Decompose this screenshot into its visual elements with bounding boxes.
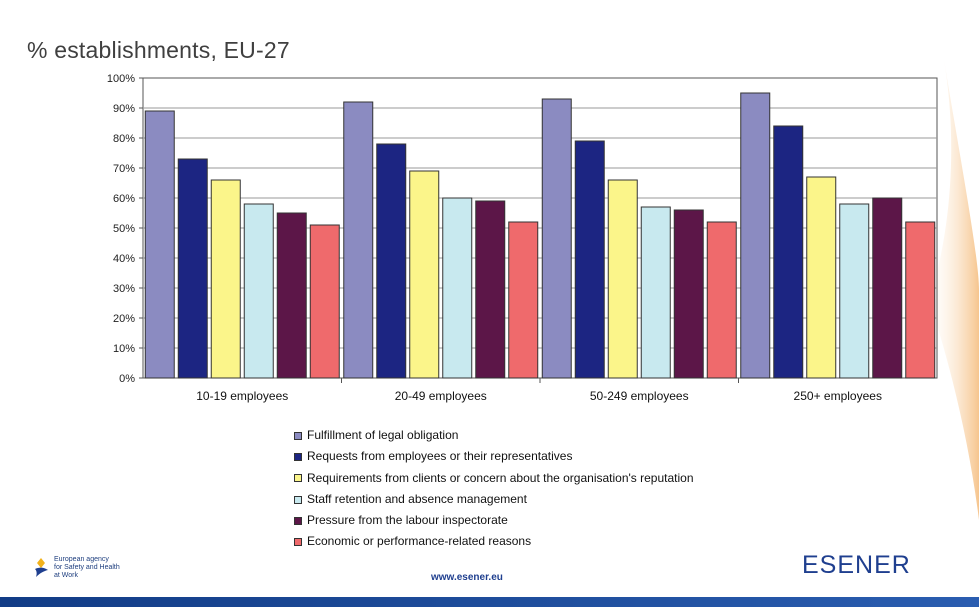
x-tick-label: 20-49 employees [395,389,487,403]
footer-bar [0,597,979,607]
bar [541,98,572,379]
bar [276,212,307,379]
y-tick-label: 100% [107,73,135,85]
y-tick-label: 50% [113,223,135,235]
bar [508,221,539,379]
y-tick-label: 40% [113,253,135,265]
bar [343,101,374,379]
y-axis-ticks: 0% 10% 20% 30% 40% 50% 60% 70% 80% 90% 100% [107,73,143,385]
decorative-swoosh [929,60,979,520]
agency-logo: European agency for Safety and Health at… [32,556,120,580]
agency-line-1: European agency [54,556,109,563]
legend-swatch [294,452,302,461]
legend-label: Fulfillment of legal obligation [307,428,459,442]
bar [243,203,274,379]
bar [309,224,340,379]
bar [376,143,407,379]
y-tick-label: 70% [113,163,135,175]
agency-line-3: at Work [54,572,78,579]
bar [673,209,704,379]
bar [607,179,638,379]
bar [177,158,208,379]
gridlines [143,107,937,349]
bar [706,221,737,379]
bar [773,125,804,379]
legend-swatch [294,516,302,525]
legend-item: Economic or performance-related reasons [294,531,694,552]
bar [409,170,440,379]
legend-swatch [294,431,302,440]
bar [640,206,671,379]
agency-line-2: for Safety and Health [54,564,120,571]
y-tick-label: 20% [113,313,135,325]
y-tick-label: 30% [113,283,135,295]
esener-logo: ESENER [802,551,911,579]
bar [872,197,903,379]
x-tick-label: 50-249 employees [590,389,689,403]
website-link[interactable]: www.esener.eu [431,572,503,583]
legend-swatch [294,538,302,547]
bar [839,203,870,379]
legend-swatch [294,474,302,483]
legend-label: Economic or performance-related reasons [307,534,532,549]
y-tick-label: 10% [113,343,135,355]
legend-item: Requests from employees or their represe… [294,446,694,467]
x-tick-label: 250+ employees [794,389,882,403]
bar [475,200,506,379]
bar [740,92,771,379]
legend-item: Requirements from clients or concern abo… [294,468,694,489]
y-tick-label: 60% [113,193,135,205]
legend-swatch [294,495,302,504]
agency-emblem-icon [35,558,48,577]
bar [442,197,473,379]
legend-label: Requirements from clients or concern abo… [307,470,694,485]
chart-title: % establishments, EU-27 [27,37,290,63]
agency-name: European agency for Safety and Health at… [54,556,120,580]
legend-item: Fulfillment of legal obligation [294,425,694,446]
legend-label: Staff retention and absence management [307,491,527,506]
y-tick-label: 90% [113,103,135,115]
bar [806,176,837,379]
y-tick-label: 0% [119,373,135,385]
y-tick-label: 80% [113,133,135,145]
legend: Fulfillment of legal obligation Requests … [294,425,694,553]
bar [574,140,605,379]
bar-series [144,92,936,379]
bar [905,221,936,379]
x-tick-label: 10-19 employees [196,389,288,403]
legend-label: Pressure from the labour inspectorate [307,513,508,528]
x-axis-ticks: 10-19 employees 20-49 employees 50-249 emp… [196,378,882,403]
bar [144,110,175,379]
legend-item: Staff retention and absence management [294,489,694,510]
bar [210,179,241,379]
legend-item: Pressure from the labour inspectorate [294,510,694,531]
legend-label: Requests from employees or their represe… [307,449,573,464]
